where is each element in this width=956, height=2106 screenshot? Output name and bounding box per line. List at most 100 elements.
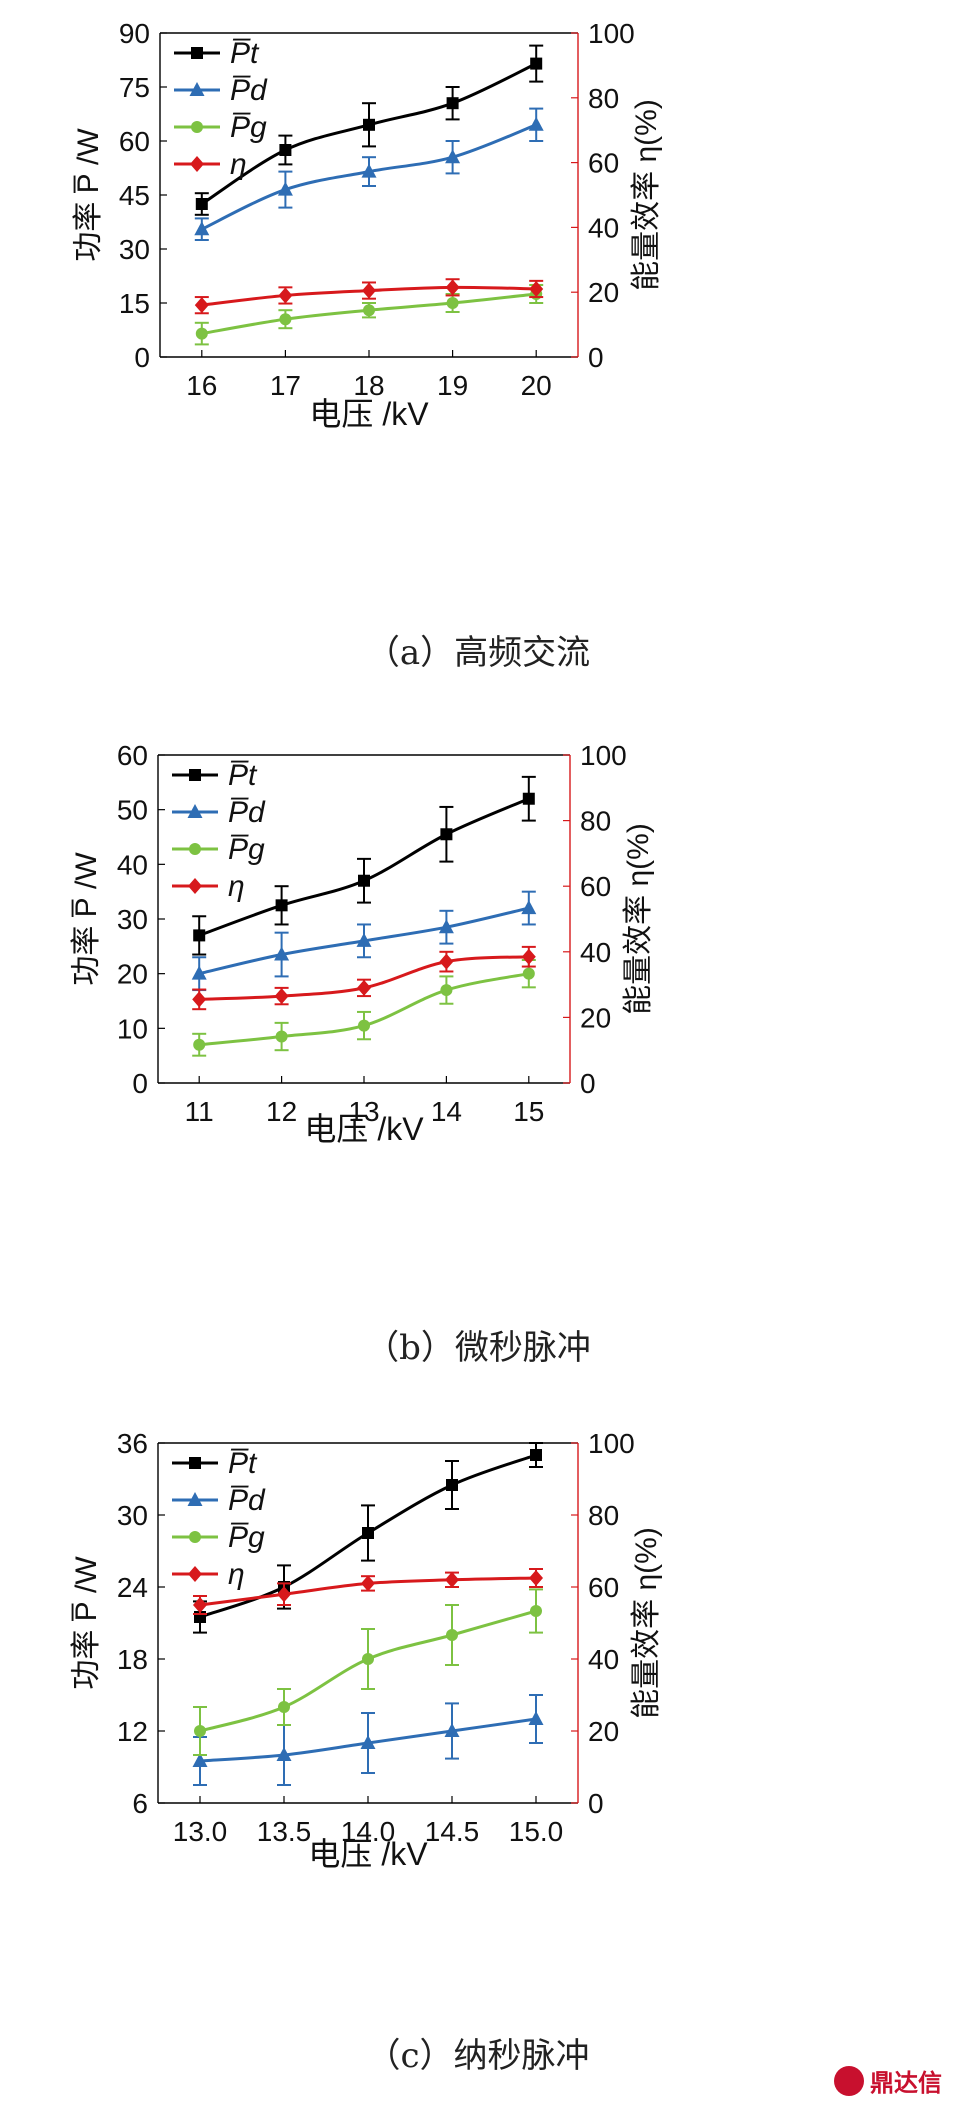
x-tick-label: 17 (270, 370, 301, 401)
data-point-eta (194, 297, 209, 314)
data-point-pt (530, 1449, 542, 1461)
data-point-pg (363, 304, 375, 317)
series-pg (192, 959, 536, 1057)
legend-marker-eta (190, 156, 204, 172)
data-point-eta (521, 948, 536, 965)
data-point-pd (277, 181, 293, 196)
data-point-pg (275, 1030, 288, 1043)
legend-marker-pd (187, 804, 203, 818)
y-tick-label-right: 0 (580, 1068, 596, 1099)
watermark: 鼎达信 (834, 2063, 942, 2098)
legend-marker-pt (189, 1457, 201, 1469)
x-tick-label: 19 (437, 370, 468, 401)
x-tick-label: 14 (431, 1096, 462, 1127)
data-point-eta (362, 282, 376, 299)
y-tick-label-right: 60 (588, 1572, 619, 1603)
y-tick-label-left: 24 (117, 1572, 148, 1603)
x-tick-label: 11 (185, 1096, 214, 1127)
data-point-pt (275, 899, 288, 912)
data-point-pd (191, 965, 207, 980)
data-point-pg (279, 313, 292, 326)
y-tick-label-left: 30 (117, 904, 148, 935)
data-point-pd (438, 919, 454, 934)
x-tick-label: 13 (348, 1096, 379, 1127)
y-tick-label-left: 12 (117, 1716, 148, 1747)
x-axis-label: 电压 /kV (308, 1836, 428, 1872)
data-point-pt (530, 57, 543, 70)
data-point-pd (528, 116, 544, 131)
legend-label-pg: P̅g (230, 111, 267, 144)
data-point-pt (446, 97, 459, 110)
legend-label-pd: P̅d (228, 796, 266, 829)
x-tick-label: 15.0 (509, 1816, 564, 1847)
data-point-pd (445, 149, 461, 164)
x-tick-label: 16 (186, 370, 217, 401)
legend: P̅t P̅d P̅g η (172, 1447, 266, 1591)
legend-marker-eta (188, 878, 202, 894)
y-tick-label-right: 80 (580, 806, 611, 837)
x-tick-label: 20 (521, 370, 552, 401)
y-tick-label-left: 0 (134, 342, 150, 373)
legend-label-pd: P̅d (230, 74, 268, 107)
x-tick-label: 14.5 (425, 1816, 480, 1847)
y-axis-label-left: 功率 P̅ /W (70, 852, 103, 986)
y-tick-label-right: 100 (588, 1428, 635, 1459)
y-tick-label-left: 15 (119, 288, 150, 319)
data-point-pg (522, 967, 535, 980)
legend-label-eta: η (230, 148, 247, 181)
series-pt (192, 775, 536, 956)
data-point-pt (446, 1479, 458, 1491)
series-eta (193, 1568, 543, 1615)
data-point-eta (529, 280, 544, 297)
legend-label-pt: P̅t (228, 1447, 258, 1480)
data-point-eta (277, 1586, 291, 1603)
y-tick-label-right: 0 (588, 342, 604, 373)
series-eta (192, 945, 536, 1011)
chart-panel-c: 6 12 18 24 30 36 0 20 40 60 80 100 13.0 13.5 14.0 14.5 1… (70, 1428, 663, 1872)
data-point-pg (358, 1019, 370, 1032)
legend-label-eta: η (228, 870, 245, 903)
data-point-pg (278, 1701, 290, 1713)
data-point-pd (194, 221, 210, 236)
y-tick-label-left: 10 (117, 1013, 148, 1044)
y-tick-label-right: 60 (580, 871, 611, 902)
data-point-pt (358, 874, 370, 887)
y-tick-label-right: 40 (580, 937, 611, 968)
data-point-pg (530, 1605, 542, 1617)
x-tick-label: 13.5 (257, 1816, 312, 1847)
data-point-pt (362, 1527, 374, 1539)
data-point-pg (446, 1629, 458, 1641)
watermark-logo-icon (834, 2065, 864, 2096)
y-tick-label-left: 60 (117, 740, 148, 771)
legend-marker-eta (188, 1566, 202, 1582)
y-tick-label-right: 0 (588, 1788, 604, 1819)
legend: P̅t P̅d P̅g η (172, 759, 266, 903)
legend-marker-pt (191, 47, 203, 59)
series-pg (193, 1588, 543, 1756)
y-tick-label-left: 75 (119, 72, 150, 103)
data-point-eta (445, 279, 460, 296)
y-tick-label-left: 40 (117, 849, 148, 880)
y-tick-label-left: 50 (117, 795, 148, 826)
x-tick-label: 18 (353, 370, 384, 401)
caption-b: （b）微秒脉冲 (365, 1328, 591, 1368)
y-tick-label-left: 0 (132, 1068, 148, 1099)
data-point-pd (274, 946, 290, 961)
data-point-pg (195, 327, 208, 340)
legend-marker-pd (189, 82, 205, 96)
y-tick-label-right: 20 (588, 277, 619, 308)
series-eta (194, 278, 544, 315)
legend-marker-pg (191, 121, 203, 133)
data-point-eta (529, 1570, 543, 1586)
y-tick-label-right: 80 (588, 83, 619, 114)
watermark-text: 鼎达信 (870, 2069, 942, 2097)
y-tick-label-left: 30 (119, 234, 150, 265)
caption-a: （a）高频交流 (365, 633, 591, 673)
series-pd (192, 1694, 544, 1786)
legend-label-pg: P̅g (228, 1521, 265, 1554)
data-point-pg (194, 1725, 206, 1737)
series-pd (191, 890, 537, 992)
data-point-pd (444, 1723, 460, 1737)
x-tick-label: 15 (513, 1096, 544, 1127)
x-tick-label: 12 (266, 1096, 297, 1127)
